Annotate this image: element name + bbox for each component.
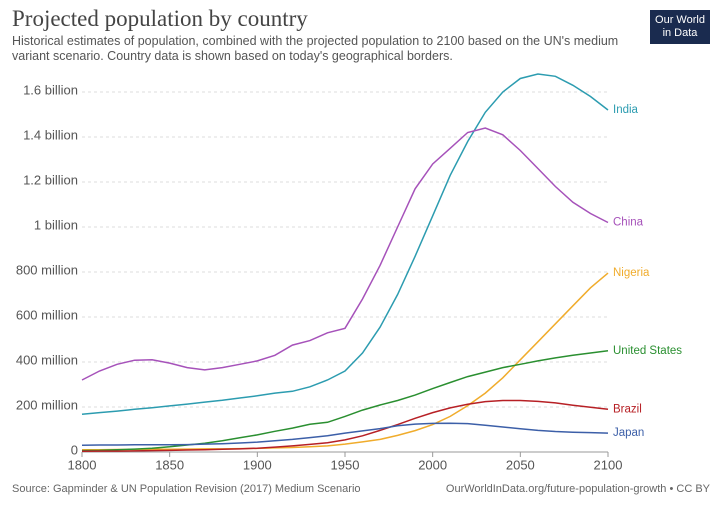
series-line — [82, 272, 609, 451]
series-label: Japan — [613, 427, 644, 439]
x-tick-label: 1800 — [68, 457, 97, 472]
series-line — [81, 422, 609, 447]
y-tick-label: 1 billion — [34, 217, 78, 232]
x-tick-label: 1950 — [331, 457, 360, 472]
logo-text: Our World — [655, 14, 705, 26]
series-line — [81, 399, 609, 453]
x-tick-label: 1850 — [155, 457, 184, 472]
series-label: Brazil — [613, 403, 642, 415]
footer-link: OurWorldInData.org/future-population-gro… — [446, 483, 711, 495]
y-tick-label: 1.6 billion — [23, 82, 78, 97]
chart-title: Projected population by country — [12, 6, 308, 31]
series-line — [81, 73, 609, 415]
y-tick-label: 1.2 billion — [23, 172, 78, 187]
y-tick-label: 200 million — [16, 397, 78, 412]
x-tick-label: 2100 — [594, 457, 623, 472]
source: Source: Gapminder & UN Population Revisi… — [12, 483, 361, 495]
series-label: India — [613, 104, 639, 116]
y-tick-label: 1.4 billion — [23, 127, 78, 142]
y-tick-label: 600 million — [16, 307, 78, 322]
chart-subtitle: Historical estimates of population, comb… — [12, 34, 619, 63]
y-tick-label: 0 — [71, 442, 78, 457]
x-tick-label: 1900 — [243, 457, 272, 472]
x-tick-label: 2050 — [506, 457, 535, 472]
series-line — [81, 350, 609, 452]
y-tick-label: 400 million — [16, 352, 78, 367]
y-tick-label: 800 million — [16, 262, 78, 277]
series-label: Nigeria — [613, 267, 650, 279]
logo-text: in Data — [662, 27, 698, 39]
logo: Our World in Data — [650, 10, 710, 44]
series-label: United States — [613, 345, 682, 357]
x-tick-label: 2000 — [418, 457, 447, 472]
series-label: China — [613, 217, 644, 229]
series-line — [81, 127, 609, 381]
